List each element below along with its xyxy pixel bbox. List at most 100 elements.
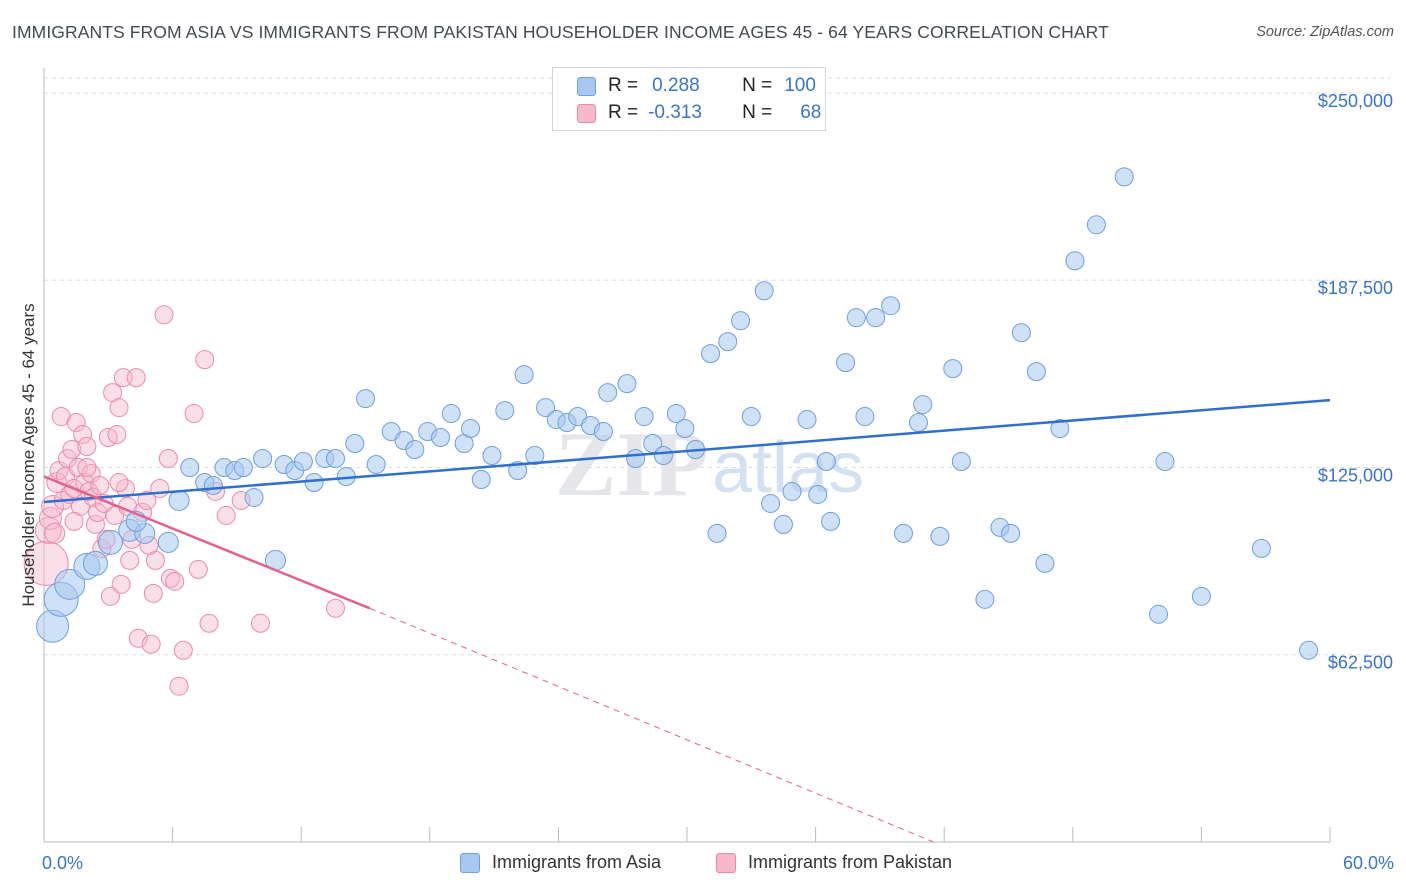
axes (43, 68, 1331, 843)
asia-point (203, 475, 223, 495)
asia-point (634, 407, 654, 427)
asia-point (293, 451, 313, 471)
x-tick-label: 0.0% (42, 853, 83, 873)
asia-point (617, 374, 637, 394)
legend-item-pakistan: Immigrants from Pakistan (716, 852, 952, 873)
x-tick-labels: 0.0% 60.0% (42, 853, 1394, 873)
pakistan-point (107, 425, 127, 445)
asia-point (461, 419, 481, 439)
asia-point (1149, 604, 1169, 624)
asia-point (855, 407, 875, 427)
pakistan-point (73, 425, 93, 445)
pakistan-point (111, 574, 131, 594)
asia-point (356, 389, 375, 409)
asia-point (1035, 553, 1055, 573)
pakistan-point (150, 478, 170, 498)
asia-point (244, 487, 264, 507)
pakistan-point (51, 407, 71, 427)
asia-point (1114, 167, 1134, 187)
pakistan-point (109, 472, 129, 492)
asia-point (707, 523, 727, 543)
y-tick-label: $125,000 (1318, 465, 1393, 485)
asia-swatch (577, 76, 596, 96)
pakistan-point (64, 511, 84, 531)
n-label: N = (742, 102, 773, 123)
asia-point (930, 526, 950, 546)
y-axis-label: Householder Income Ages 45 - 64 years (19, 303, 38, 606)
asia-point (975, 589, 995, 609)
y-tick-label: $187,500 (1318, 278, 1393, 298)
asia-point (846, 308, 866, 328)
trend-lines (43, 398, 1331, 843)
asia-point (943, 359, 963, 379)
asia-point (836, 353, 856, 373)
asia-point (253, 449, 273, 469)
asia-point (808, 484, 828, 504)
stats-row-asia: R = 0.288 N = 100 (577, 74, 816, 98)
pakistan-point (44, 522, 66, 544)
pakistan-point (128, 628, 148, 648)
asia-point (1155, 451, 1175, 471)
asia-point (731, 311, 751, 331)
asia-point (536, 398, 556, 418)
asia-point (325, 449, 345, 469)
pakistan-point (100, 586, 120, 606)
asia-point (913, 395, 933, 415)
pakistan-point (165, 571, 185, 591)
pakistan-point (188, 559, 208, 579)
asia-point (816, 451, 836, 471)
asia-point (157, 531, 179, 553)
pakistan-point (169, 676, 189, 696)
y-tick-label: $62,500 (1328, 653, 1393, 673)
asia-point (1011, 323, 1031, 343)
asia-point (168, 489, 190, 511)
asia-point (97, 529, 123, 555)
pakistan-point (158, 449, 178, 469)
y-tick-labels: $62,500 $125,000 $187,500 $250,000 (1318, 91, 1393, 673)
asia-point (718, 332, 738, 352)
pakistan-point (90, 475, 110, 495)
asia-point (1026, 362, 1046, 382)
asia-point (1191, 586, 1211, 606)
legend-label-pakistan: Immigrants from Pakistan (748, 852, 953, 872)
pakistan-point (216, 505, 236, 525)
asia-point (881, 296, 901, 316)
asia-point (1251, 538, 1271, 558)
asia-point (761, 493, 781, 513)
asia-point (471, 469, 491, 489)
pakistan-point (126, 368, 146, 388)
asia-point (366, 454, 386, 474)
pakistan-point (109, 398, 129, 418)
n-label: N = (742, 75, 773, 96)
asia-point (514, 365, 534, 385)
asia-point (1001, 523, 1021, 543)
asia-point (405, 440, 425, 460)
pakistan-point (199, 613, 219, 633)
pakistan-point (143, 583, 163, 603)
pakistan-point (137, 490, 157, 510)
x-tick-label: 60.0% (1343, 853, 1394, 873)
pakistan-point (120, 550, 140, 570)
chart-title: IMMIGRANTS FROM ASIA VS IMMIGRANTS FROM … (12, 22, 1109, 42)
asia-point (1050, 419, 1070, 439)
asia-point (908, 413, 928, 433)
asia-point (782, 481, 802, 501)
asia-point (54, 568, 86, 600)
pakistan-point (184, 404, 204, 424)
asia-point (797, 410, 817, 430)
asia-point (701, 344, 721, 364)
legend-item-asia: Immigrants from Asia (460, 852, 661, 873)
series-legend: Immigrants from Asia Immigrants from Pak… (0, 852, 1406, 876)
asia-point (525, 446, 545, 466)
pakistan-point (85, 514, 105, 534)
asia-points (36, 167, 1319, 660)
pakistan-point (23, 540, 69, 586)
source-label: Source: ZipAtlas.com (1256, 24, 1394, 40)
asia-point (495, 401, 515, 421)
asia-point (1065, 251, 1085, 271)
asia-point (675, 419, 695, 439)
pakistan-swatch (577, 103, 596, 123)
gridlines (44, 77, 1390, 656)
pakistan-trend-extension (369, 607, 934, 843)
